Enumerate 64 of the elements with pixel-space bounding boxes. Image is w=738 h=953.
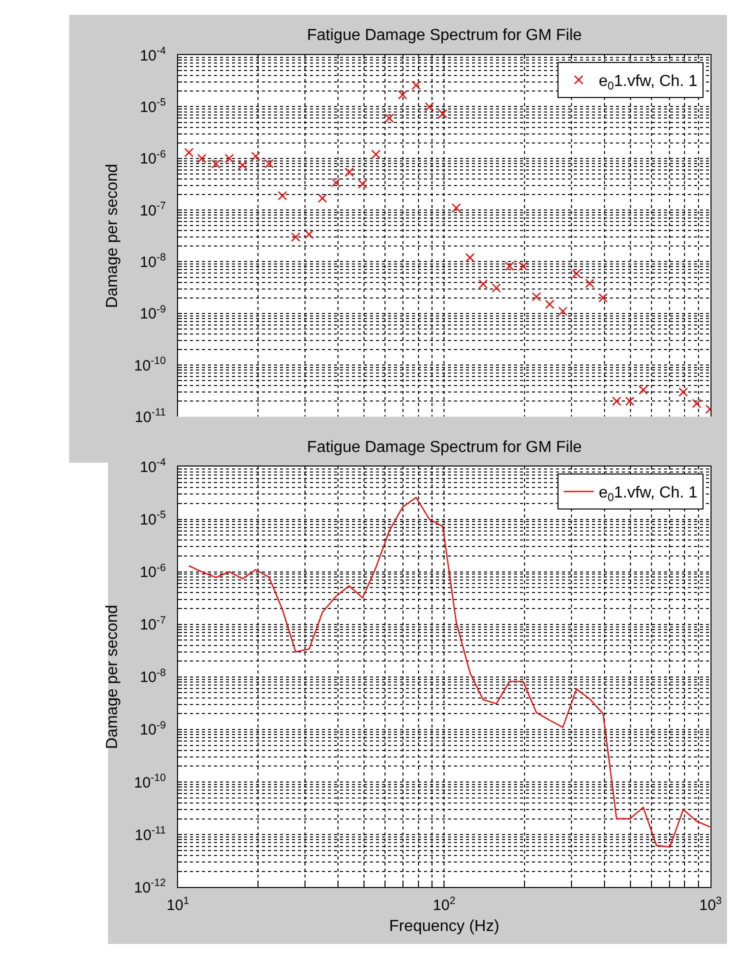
y-tick-label: 10$^{-11}$ [134,824,166,844]
point [371,150,380,159]
y-axis-title: Damage per second [104,604,121,749]
y-tick-label: 10$^{-8}$ [140,252,166,271]
y-tick-label: 10$^{-5}$ [140,509,166,529]
point [532,292,542,302]
point [558,306,568,316]
point [331,178,340,188]
y-tick-label: 10$^{-7}$ [140,200,166,220]
point [184,148,194,158]
point [478,279,488,289]
point [304,230,314,239]
point [678,387,688,397]
point [398,90,408,100]
point [638,385,648,395]
y-tick-label: 10$^{-6}$ [140,148,166,168]
point [358,179,368,189]
y-tick-label: 10$^{-5}$ [140,96,166,116]
chart-title: Fatigue Damage Spectrum for GM File [307,27,582,44]
point [518,262,528,271]
chart-title: Fatigue Damage Spectrum for GM File [307,439,582,456]
point [211,159,221,169]
point [438,109,448,118]
point [318,194,328,203]
legend-label: e$_{0}$1.vfw, Ch. 1 [598,484,698,504]
x-axis-title: Frequency (Hz) [389,918,500,935]
point [492,283,501,293]
point [504,262,514,271]
y-axis-title: Damage per second [104,164,121,308]
legend-label: e$_{0}$1.vfw, Ch. 1 [598,73,698,92]
y-tick-label: 10$^{-10}$ [134,355,166,374]
point [465,253,475,262]
y-tick-label: 10$^{-10}$ [134,772,166,792]
y-tick-label: 10$^{-9}$ [140,719,166,739]
point [598,293,608,302]
point [251,152,260,161]
point [264,159,274,168]
point [384,114,394,123]
point [452,203,461,213]
point [411,80,421,90]
y-tick-label: 10$^{-4}$ [140,456,166,476]
point [625,396,634,406]
point [612,396,622,406]
point [278,191,288,200]
y-tick-label: 10$^{-8}$ [140,666,166,686]
point [291,232,300,242]
y-tick-label: 10$^{-11}$ [134,406,166,426]
x-tick-label: 10$^{2}$ [432,894,456,914]
y-tick-label: 10$^{-9}$ [140,303,166,323]
y-tick-label: 10$^{-4}$ [140,45,166,64]
point [344,168,354,177]
point [692,398,702,408]
point [238,160,248,170]
y-tick-label: 10$^{-7}$ [140,614,166,634]
point [224,154,234,164]
y-tick-label: 10$^{-12}$ [134,877,166,896]
x-tick-label: 10$^{1}$ [166,894,190,914]
point [424,102,434,112]
point [197,154,206,164]
x-tick-label: 10$^{3}$ [699,894,722,914]
point [545,300,554,309]
point [585,278,594,288]
y-tick-label: 10$^{-6}$ [140,562,166,582]
point [572,268,582,278]
